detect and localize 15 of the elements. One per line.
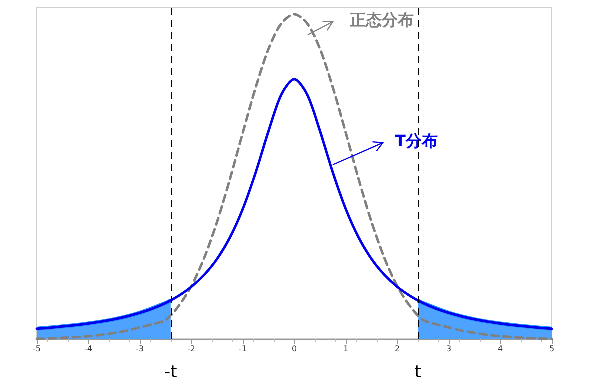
x-tick-label: 1: [343, 344, 349, 354]
x-tick-label: 5: [549, 344, 555, 354]
ref-line-label: -t: [164, 362, 178, 382]
ref-line-label: t: [414, 362, 422, 382]
legend-label: 正态分布: [349, 10, 414, 30]
x-tick-label: -5: [33, 344, 41, 354]
legend-label: T分布: [395, 132, 438, 150]
x-tick-label: 0: [292, 344, 298, 354]
x-tick-label: -3: [136, 344, 144, 354]
x-tick-label: 3: [446, 344, 452, 354]
x-tick-label: -2: [188, 344, 196, 354]
x-tick-label: -1: [239, 344, 247, 354]
x-tick-label: 2: [394, 344, 400, 354]
x-tick-label: 4: [498, 344, 504, 354]
x-tick-label: -4: [84, 344, 92, 354]
